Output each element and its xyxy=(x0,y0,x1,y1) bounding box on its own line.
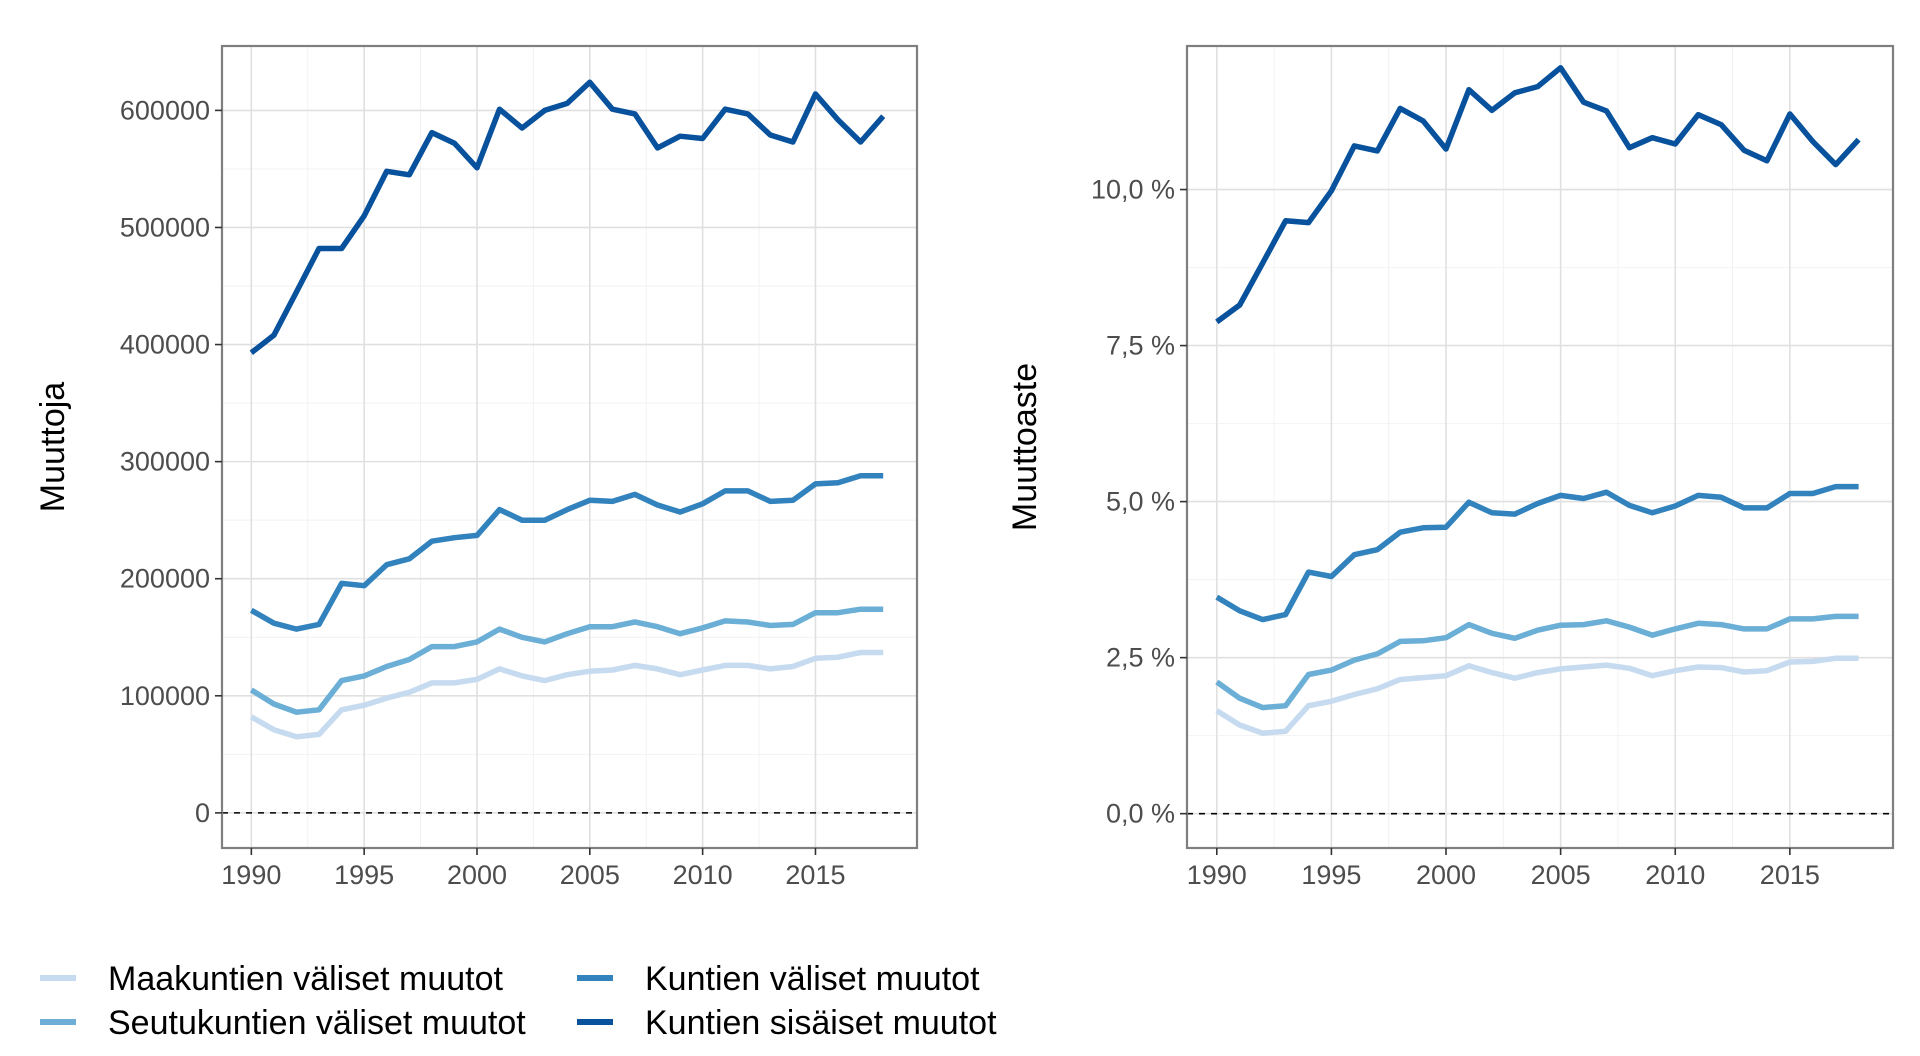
series-line-seutukuntien-valiset-muutot xyxy=(1215,613,1859,711)
y-tick-label: 300000 xyxy=(120,447,210,477)
left-panel-muuttoja: 0 100000 200000 300000 400000 500000 600000 199… xyxy=(34,44,919,890)
y-tick-label: 400000 xyxy=(120,330,210,360)
series-line-maakuntien-valiset-muutot xyxy=(1215,655,1859,736)
x-tick-label: 2000 xyxy=(447,860,507,890)
y-tick-label: 10,0 % xyxy=(1091,175,1175,205)
series-line-kuntien-valiset-muutot xyxy=(1215,483,1859,623)
legend-item-seutukuntien-valiset-muutot: Seutukuntien väliset muutot xyxy=(40,1004,526,1042)
x-tick-label: 1995 xyxy=(1301,860,1361,890)
legend-label: Kuntien sisäiset muutot xyxy=(645,1004,997,1042)
x-tick-label: 2000 xyxy=(1416,860,1476,890)
legend: Maakuntien väliset muutot Seutukuntien vä… xyxy=(40,960,997,1042)
series-line-kuntien-sisaiset-muutot xyxy=(1215,65,1861,325)
y-axis-title: Muuttoja xyxy=(34,382,72,512)
legend-item-kuntien-valiset-muutot: Kuntien väliset muutot xyxy=(577,960,980,998)
right-panel-muuttoaste: 0,0 % 2,5 % 5,0 % 7,5 % 10,0 % 1990 1995 2000 20… xyxy=(1006,44,1895,890)
x-tick-label: 1995 xyxy=(334,860,394,890)
y-axis-title: Muuttoaste xyxy=(1006,363,1044,531)
panel-border xyxy=(220,44,919,850)
legend-item-kuntien-sisaiset-muutot: Kuntien sisäiset muutot xyxy=(577,1004,997,1042)
y-tick-label: 2,5 % xyxy=(1106,643,1175,673)
x-tick-label: 2015 xyxy=(1760,860,1820,890)
series-line-maakuntien-valiset-muutot xyxy=(249,649,884,740)
y-tick-label: 5,0 % xyxy=(1106,487,1175,517)
legend-label: Maakuntien väliset muutot xyxy=(108,960,504,998)
y-tick-label: 500000 xyxy=(120,212,210,242)
x-tick-label: 2010 xyxy=(1645,860,1705,890)
x-tick-label: 1990 xyxy=(221,860,281,890)
y-tick-label: 7,5 % xyxy=(1106,331,1175,361)
panel-border xyxy=(1185,44,1895,850)
series-line-kuntien-sisaiset-muutot xyxy=(249,79,886,355)
series-line-kuntien-valiset-muutot xyxy=(249,472,884,632)
legend-item-maakuntien-valiset-muutot: Maakuntien väliset muutot xyxy=(40,960,504,998)
x-tick-label: 2005 xyxy=(1531,860,1591,890)
y-tick-label: 200000 xyxy=(120,564,210,594)
y-tick-label: 0,0 % xyxy=(1106,799,1175,829)
x-tick-label: 2015 xyxy=(785,860,845,890)
x-tick-label: 2005 xyxy=(560,860,620,890)
legend-label: Kuntien väliset muutot xyxy=(645,960,980,998)
y-tick-label: 600000 xyxy=(120,95,210,125)
legend-label: Seutukuntien väliset muutot xyxy=(108,1004,526,1042)
y-tick-label: 0 xyxy=(195,798,210,828)
x-tick-label: 1990 xyxy=(1187,860,1247,890)
y-tick-label: 100000 xyxy=(120,681,210,711)
series-line-seutukuntien-valiset-muutot xyxy=(249,606,884,715)
x-tick-label: 2010 xyxy=(673,860,733,890)
